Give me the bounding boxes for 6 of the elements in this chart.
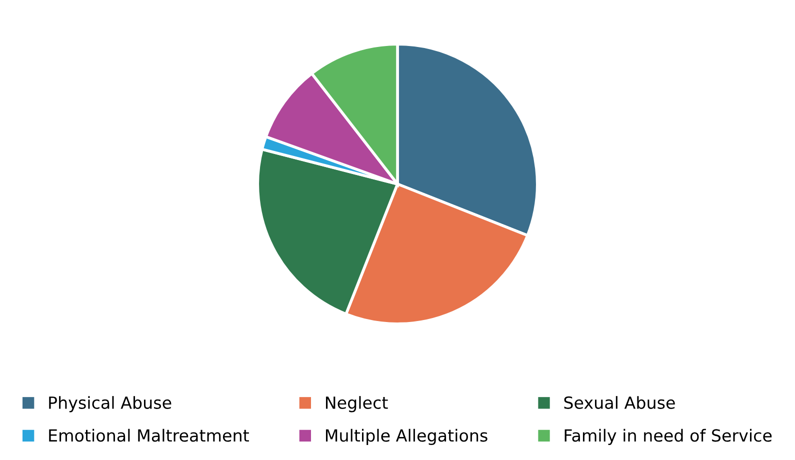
legend-label: Family in need of Service — [564, 428, 772, 445]
legend-label: Neglect — [326, 396, 388, 412]
legend-label: Multiple Allegations — [326, 428, 488, 445]
legend-label: Physical Abuse — [49, 396, 172, 412]
legend-label: Sexual Abuse — [564, 396, 675, 409]
legend-label: Emotional Maltreatment — [49, 428, 249, 442]
